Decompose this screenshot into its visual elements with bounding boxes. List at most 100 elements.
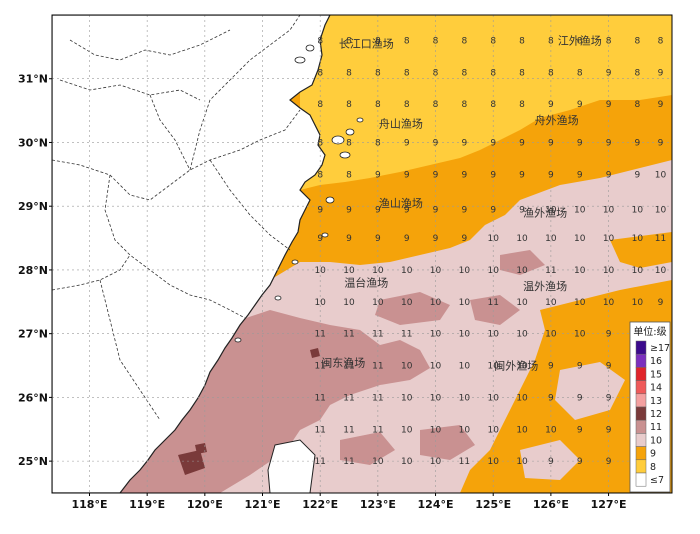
grid-value: 10 (401, 298, 413, 308)
grid-value: 10 (603, 205, 615, 215)
grid-value: 8 (317, 170, 323, 180)
grid-value: 9 (606, 425, 612, 435)
grid-value: 9 (548, 393, 554, 403)
grid-value: 10 (516, 330, 528, 340)
grid-value: 9 (404, 138, 410, 148)
level9-east-patch (610, 232, 672, 268)
grid-value: 10 (459, 425, 471, 435)
grid-value: 9 (658, 138, 664, 148)
grid-value: 9 (577, 100, 583, 110)
grid-value: 10 (603, 266, 615, 276)
fishing-ground-name: 渔外渔场 (523, 206, 567, 220)
fishing-ground-name: 闽外渔场 (494, 359, 538, 373)
grid-value: 9 (548, 457, 554, 467)
grid-value: 8 (375, 36, 381, 46)
grid-value: 11 (487, 298, 498, 308)
grid-value: 9 (346, 205, 352, 215)
grid-value: 8 (606, 36, 612, 46)
lon-tick-label: 120°E (187, 498, 223, 511)
grid-value: 9 (433, 234, 439, 244)
grid-value: 10 (487, 266, 499, 276)
lon-tick-label: 122°E (302, 498, 338, 511)
grid-value: 10 (545, 205, 557, 215)
level11-patch3 (420, 425, 475, 460)
grid-value: 10 (574, 205, 586, 215)
grid-value: 9 (462, 138, 468, 148)
grid-value: 8 (577, 36, 583, 46)
grid-value: 9 (433, 205, 439, 215)
grid-value: 10 (401, 393, 413, 403)
grid-value: 9 (375, 170, 381, 180)
lat-tick-label: 31°N (18, 73, 48, 86)
grid-value: 8 (317, 100, 323, 110)
grid-value: 9 (577, 425, 583, 435)
grid-value: 9 (548, 138, 554, 148)
grid-value: 10 (603, 298, 615, 308)
grid-value: 9 (635, 170, 641, 180)
grid-value: 9 (577, 362, 583, 372)
grid-value: 10 (545, 234, 557, 244)
fishing-ground-name: 舟山渔场 (379, 116, 423, 130)
grid-value: 8 (433, 68, 439, 78)
grid-value: 9 (606, 100, 612, 110)
grid-value: 9 (606, 362, 612, 372)
grid-value: 8 (346, 100, 352, 110)
grid-value: 11 (545, 266, 556, 276)
grid-value: 8 (433, 100, 439, 110)
grid-value: 9 (577, 393, 583, 403)
grid-value: 10 (632, 266, 644, 276)
lon-tick-label: 126°E (533, 498, 569, 511)
lon-tick-label: 127°E (591, 498, 627, 511)
grid-value: 10 (430, 298, 442, 308)
grid-value: 9 (548, 170, 554, 180)
land-layer (52, 15, 364, 493)
grid-value: 10 (545, 425, 557, 435)
grid-value: 10 (487, 425, 499, 435)
grid-value: 9 (404, 234, 410, 244)
legend-label: 9 (650, 449, 656, 460)
grid-value: 10 (372, 298, 384, 308)
grid-value: 10 (603, 234, 615, 244)
grid-value: 9 (433, 170, 439, 180)
grid-value: 8 (548, 68, 554, 78)
level10-east-patch2 (520, 440, 580, 480)
island-south (267, 439, 316, 493)
grid-value: 9 (519, 170, 525, 180)
level11-patch1 (375, 292, 450, 325)
legend-swatch (635, 353, 647, 368)
grid-value: 9 (577, 170, 583, 180)
grid-value: 10 (655, 170, 667, 180)
grid-value: 8 (490, 100, 496, 110)
grid-value: 10 (343, 266, 355, 276)
grid-value: 10 (430, 266, 442, 276)
grid-value: 8 (548, 36, 554, 46)
province-boundaries (52, 15, 301, 421)
grid-value: 11 (343, 425, 354, 435)
grid-value: 10 (430, 330, 442, 340)
lon-tick-label: 124°E (418, 498, 454, 511)
grid-value: 10 (545, 330, 557, 340)
grid-value: 8 (317, 36, 323, 46)
level11-patch4 (500, 250, 545, 275)
grid-value: 9 (606, 68, 612, 78)
legend-swatch (635, 406, 647, 421)
legend-label: 11 (650, 422, 662, 433)
grid-value: 11 (314, 457, 325, 467)
coastal-islands (234, 44, 364, 343)
plot-frame (51, 14, 673, 494)
graticule (52, 15, 672, 493)
grid-value: 9 (577, 138, 583, 148)
grid-value: 11 (343, 457, 354, 467)
grid-value: 11 (343, 393, 354, 403)
lon-tick-label: 121°E (245, 498, 281, 511)
grid-value: 8 (519, 36, 525, 46)
grid-value: 8 (635, 100, 641, 110)
grid-value: 10 (487, 457, 499, 467)
fishing-ground-name: 江外渔场 (558, 33, 602, 47)
grid-value: 10 (459, 393, 471, 403)
grid-value: 8 (404, 36, 410, 46)
grid-value: 9 (462, 170, 468, 180)
grid-value: 9 (548, 362, 554, 372)
lon-tick-label: 123°E (360, 498, 396, 511)
